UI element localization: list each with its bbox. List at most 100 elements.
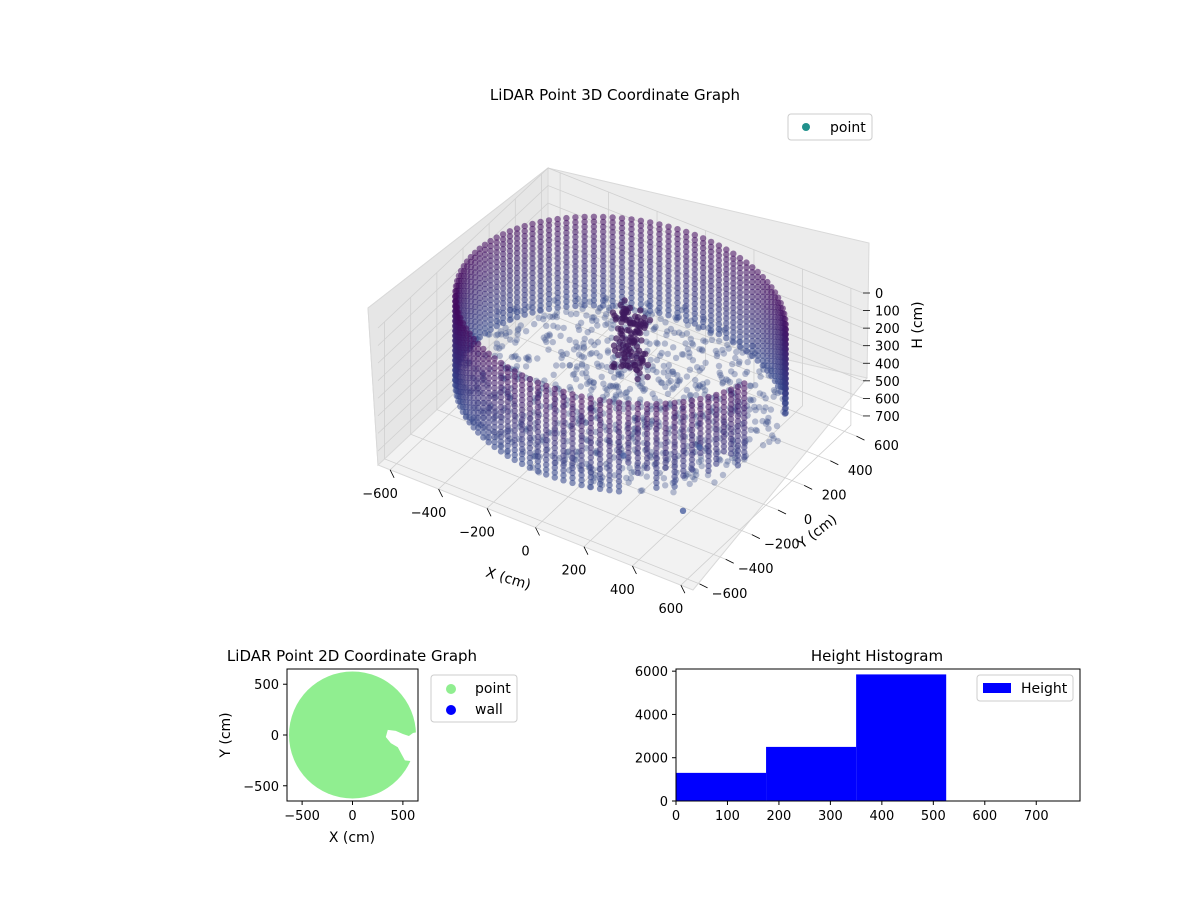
point (763, 418, 771, 425)
point (581, 302, 588, 309)
point (637, 291, 645, 298)
point (680, 457, 687, 465)
point (497, 364, 505, 371)
point (615, 473, 623, 480)
point (618, 279, 626, 286)
point (543, 436, 550, 444)
point (734, 447, 742, 454)
point (511, 353, 518, 360)
point (743, 288, 750, 296)
point (782, 409, 789, 417)
point (707, 253, 715, 260)
point (485, 419, 492, 426)
point (554, 270, 561, 277)
point (575, 351, 583, 358)
point (537, 223, 544, 231)
point (713, 352, 721, 360)
point (754, 352, 761, 359)
outlier-point (679, 507, 687, 514)
point (691, 310, 698, 317)
point (529, 269, 536, 277)
point (606, 408, 613, 415)
point (543, 322, 550, 329)
point (662, 482, 669, 489)
point (470, 375, 477, 382)
point (452, 298, 459, 306)
point (736, 274, 744, 281)
point (749, 318, 756, 325)
point (521, 282, 528, 289)
point (764, 347, 771, 355)
point (653, 484, 660, 491)
point (637, 237, 645, 244)
point (557, 332, 564, 339)
point (637, 296, 645, 303)
point (487, 242, 494, 250)
point (525, 353, 532, 360)
point (707, 278, 715, 285)
point (481, 266, 489, 273)
histogram-bar (676, 772, 767, 801)
point (782, 404, 789, 412)
point (485, 404, 492, 411)
point (680, 351, 687, 358)
point (637, 266, 645, 274)
point (487, 316, 494, 323)
point (596, 416, 604, 424)
point (764, 283, 771, 291)
point (491, 365, 498, 372)
point (518, 441, 526, 448)
point (618, 234, 626, 242)
point (662, 319, 669, 326)
point (554, 265, 561, 272)
point (480, 355, 487, 362)
point (506, 267, 514, 274)
point (581, 258, 588, 265)
point (656, 236, 663, 243)
point (625, 439, 632, 447)
point (506, 242, 514, 250)
point (628, 226, 635, 233)
point (765, 425, 772, 432)
point (497, 359, 505, 367)
point (590, 213, 598, 220)
point (665, 248, 672, 255)
point (735, 360, 743, 367)
point (554, 294, 561, 301)
point (513, 264, 521, 272)
point (647, 302, 654, 310)
point (723, 325, 730, 332)
point (707, 307, 715, 314)
point (572, 238, 579, 246)
point (688, 466, 696, 473)
point (595, 308, 602, 315)
point (534, 438, 542, 445)
point (491, 389, 498, 396)
point (665, 297, 672, 304)
point (741, 395, 748, 402)
point (674, 265, 681, 272)
point (671, 399, 678, 407)
point (493, 293, 500, 300)
point (543, 397, 550, 404)
legend-2d-point-marker (446, 684, 456, 694)
y-tick-label-3d: 0 (804, 513, 812, 528)
z-tick-label-3d: 600 (875, 392, 900, 407)
point (741, 434, 748, 441)
point (647, 297, 654, 305)
point (493, 239, 500, 246)
point (518, 401, 526, 409)
point (615, 404, 623, 411)
point (754, 273, 761, 281)
point (637, 217, 645, 224)
point (736, 264, 744, 272)
point (580, 343, 588, 351)
point (543, 412, 550, 419)
point (705, 457, 712, 465)
point (653, 415, 660, 422)
point (529, 284, 536, 292)
point (764, 318, 771, 325)
point (713, 416, 720, 423)
point (615, 438, 623, 446)
point (741, 454, 748, 461)
